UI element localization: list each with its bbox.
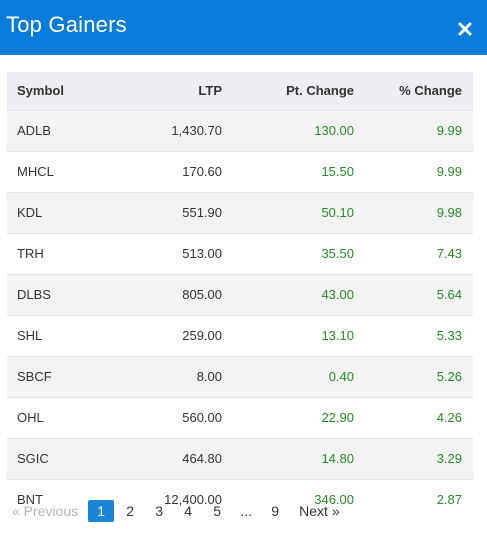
pct-change-cell: 7.43: [355, 233, 473, 275]
pt-change-cell: 35.50: [223, 233, 355, 275]
pct-change-cell: 4.26: [355, 397, 473, 439]
pct-change-cell: 5.64: [355, 274, 473, 316]
symbol-cell[interactable]: ADLB: [7, 110, 108, 152]
table-row: SGIC 464.80 14.80 3.29: [7, 438, 473, 480]
table-row: BNT 12,400.00 346.00 2.87: [7, 479, 473, 520]
gainers-table-container: Symbol LTP Pt. Change % Change ADLB 1,43…: [7, 72, 473, 520]
column-header-pt-change[interactable]: Pt. Change: [223, 72, 355, 111]
modal-header: Top Gainers: [0, 0, 487, 55]
ltp-cell: 464.80: [108, 438, 223, 480]
ltp-cell: 8.00: [108, 356, 223, 398]
page-5-button[interactable]: 5: [213, 503, 222, 519]
next-page-button[interactable]: Next »: [299, 503, 340, 519]
ltp-cell: 560.00: [108, 397, 223, 439]
table-row: SHL 259.00 13.10 5.33: [7, 315, 473, 357]
pagination-ellipsis: ...: [240, 503, 252, 519]
ltp-cell: 805.00: [108, 274, 223, 316]
ltp-cell: 12,400.00: [164, 492, 222, 507]
ltp-cell: 513.00: [108, 233, 223, 275]
pt-change-cell: 130.00: [223, 110, 355, 152]
pct-change-cell: 5.33: [355, 315, 473, 357]
previous-page-button: « Previous: [12, 503, 79, 519]
table-row: SBCF 8.00 0.40 5.26: [7, 356, 473, 398]
table-row: TRH 513.00 35.50 7.43: [7, 233, 473, 275]
pct-change-cell: 2.87: [436, 492, 462, 507]
ltp-cell: 259.00: [108, 315, 223, 357]
ltp-cell: 170.60: [108, 151, 223, 193]
table-row: MHCL 170.60 15.50 9.99: [7, 151, 473, 193]
pt-change-cell: 13.10: [223, 315, 355, 357]
table-row: KDL 551.90 50.10 9.98: [7, 192, 473, 234]
column-header-ltp[interactable]: LTP: [108, 72, 223, 111]
table-row: DLBS 805.00 43.00 5.64: [7, 274, 473, 316]
column-header-symbol[interactable]: Symbol: [7, 72, 108, 111]
pt-change-cell: 346.00: [314, 492, 354, 507]
pt-change-cell: 14.80: [223, 438, 355, 480]
table-body: ADLB 1,430.70 130.00 9.99 MHCL 170.60 15…: [7, 110, 473, 520]
symbol-cell[interactable]: TRH: [7, 233, 108, 275]
symbol-cell[interactable]: SBCF: [7, 356, 108, 398]
pct-change-cell: 9.98: [355, 192, 473, 234]
pt-change-cell: 15.50: [223, 151, 355, 193]
column-header-pct-change[interactable]: % Change: [355, 72, 473, 111]
gainers-table: Symbol LTP Pt. Change % Change ADLB 1,43…: [7, 72, 473, 520]
modal-title: Top Gainers: [6, 11, 127, 37]
ltp-cell: 551.90: [108, 192, 223, 234]
symbol-cell[interactable]: SHL: [7, 315, 108, 357]
header-row: Symbol LTP Pt. Change % Change: [7, 72, 473, 111]
symbol-cell[interactable]: OHL: [7, 397, 108, 439]
page-3-button[interactable]: 3: [155, 503, 164, 519]
symbol-cell[interactable]: BNT: [17, 492, 43, 507]
pagination: « Previous 1 2 3 4 5 ... 9 Next »: [12, 500, 340, 522]
close-icon[interactable]: [457, 21, 473, 37]
page-4-button[interactable]: 4: [184, 503, 193, 519]
pt-change-cell: 22.90: [223, 397, 355, 439]
page-2-button[interactable]: 2: [126, 503, 135, 519]
symbol-cell[interactable]: MHCL: [7, 151, 108, 193]
table-row: ADLB 1,430.70 130.00 9.99: [7, 110, 473, 152]
symbol-cell[interactable]: KDL: [7, 192, 108, 234]
symbol-cell[interactable]: SGIC: [7, 438, 108, 480]
pct-change-cell: 9.99: [355, 110, 473, 152]
table-header: Symbol LTP Pt. Change % Change: [7, 72, 473, 111]
pct-change-cell: 3.29: [355, 438, 473, 480]
symbol-cell[interactable]: DLBS: [7, 274, 108, 316]
pt-change-cell: 43.00: [223, 274, 355, 316]
table-row: OHL 560.00 22.90 4.26: [7, 397, 473, 439]
pt-change-cell: 50.10: [223, 192, 355, 234]
page-1-button[interactable]: 1: [88, 500, 115, 522]
ltp-cell: 1,430.70: [108, 110, 223, 152]
pct-change-cell: 9.99: [355, 151, 473, 193]
pt-change-cell: 0.40: [223, 356, 355, 398]
page-9-button[interactable]: 9: [271, 503, 280, 519]
pct-change-cell: 5.26: [355, 356, 473, 398]
